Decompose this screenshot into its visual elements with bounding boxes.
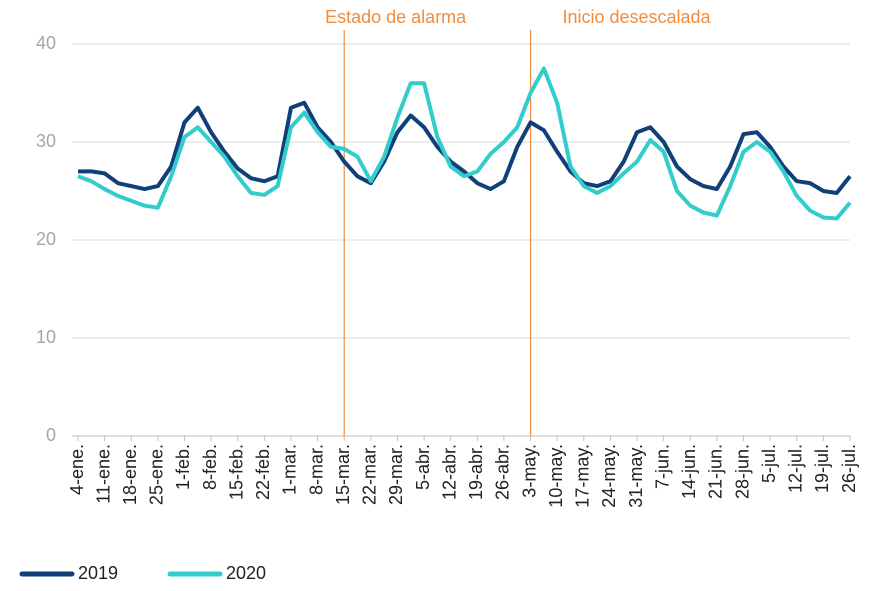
x-tick-label: 12-jul. <box>786 444 806 493</box>
line-series <box>78 100 852 195</box>
legend-label: 2019 <box>78 563 118 583</box>
x-tick-label: 28-jun. <box>732 444 752 499</box>
x-tick-label: 5-jul. <box>759 444 779 483</box>
x-tick-label: 4-ene. <box>67 444 87 495</box>
annotation-text: Estado de alarma <box>325 7 467 27</box>
x-tick-label: 10-may. <box>546 444 566 508</box>
legend-label: 2020 <box>226 563 266 583</box>
x-tick-label: 26-jul. <box>839 444 859 493</box>
y-tick-label: 30 <box>36 131 56 151</box>
x-tick-label: 5-abr. <box>413 444 433 490</box>
x-tick-label: 11-ene. <box>93 444 113 504</box>
x-tick-label: 19-abr. <box>466 444 486 500</box>
x-tick-label: 8-feb. <box>200 444 220 490</box>
x-tick-label: 7-jun. <box>652 444 672 489</box>
x-tick-label: 18-ene. <box>120 444 140 505</box>
x-tick-label: 19-jul. <box>812 444 832 493</box>
x-tick-label: 24-may. <box>599 444 619 508</box>
x-tick-label: 15-mar. <box>333 444 353 505</box>
x-tick-label: 26-abr. <box>493 444 513 500</box>
y-tick-label: 20 <box>36 229 56 249</box>
x-tick-label: 3-may. <box>519 444 539 498</box>
x-tick-label: 14-jun. <box>679 444 699 499</box>
line-series <box>77 66 852 221</box>
y-tick-label: 40 <box>36 33 56 53</box>
x-tick-label: 1-feb. <box>173 444 193 490</box>
x-tick-label: 12-abr. <box>439 444 459 500</box>
x-tick-label: 31-may. <box>626 444 646 508</box>
x-tick-label: 29-mar. <box>386 444 406 505</box>
y-tick-label: 0 <box>46 425 56 445</box>
x-tick-label: 22-mar. <box>360 444 380 505</box>
x-tick-label: 22-feb. <box>253 444 273 500</box>
annotation-text: Inicio desescalada <box>562 7 711 27</box>
x-tick-label: 17-may. <box>573 444 593 508</box>
x-tick-label: 15-feb. <box>226 444 246 500</box>
x-tick-label: 8-mar. <box>306 444 326 495</box>
x-tick-label: 25-ene. <box>147 444 167 505</box>
x-tick-label: 1-mar. <box>280 444 300 495</box>
y-tick-label: 10 <box>36 327 56 347</box>
x-tick-label: 21-jun. <box>706 444 726 499</box>
